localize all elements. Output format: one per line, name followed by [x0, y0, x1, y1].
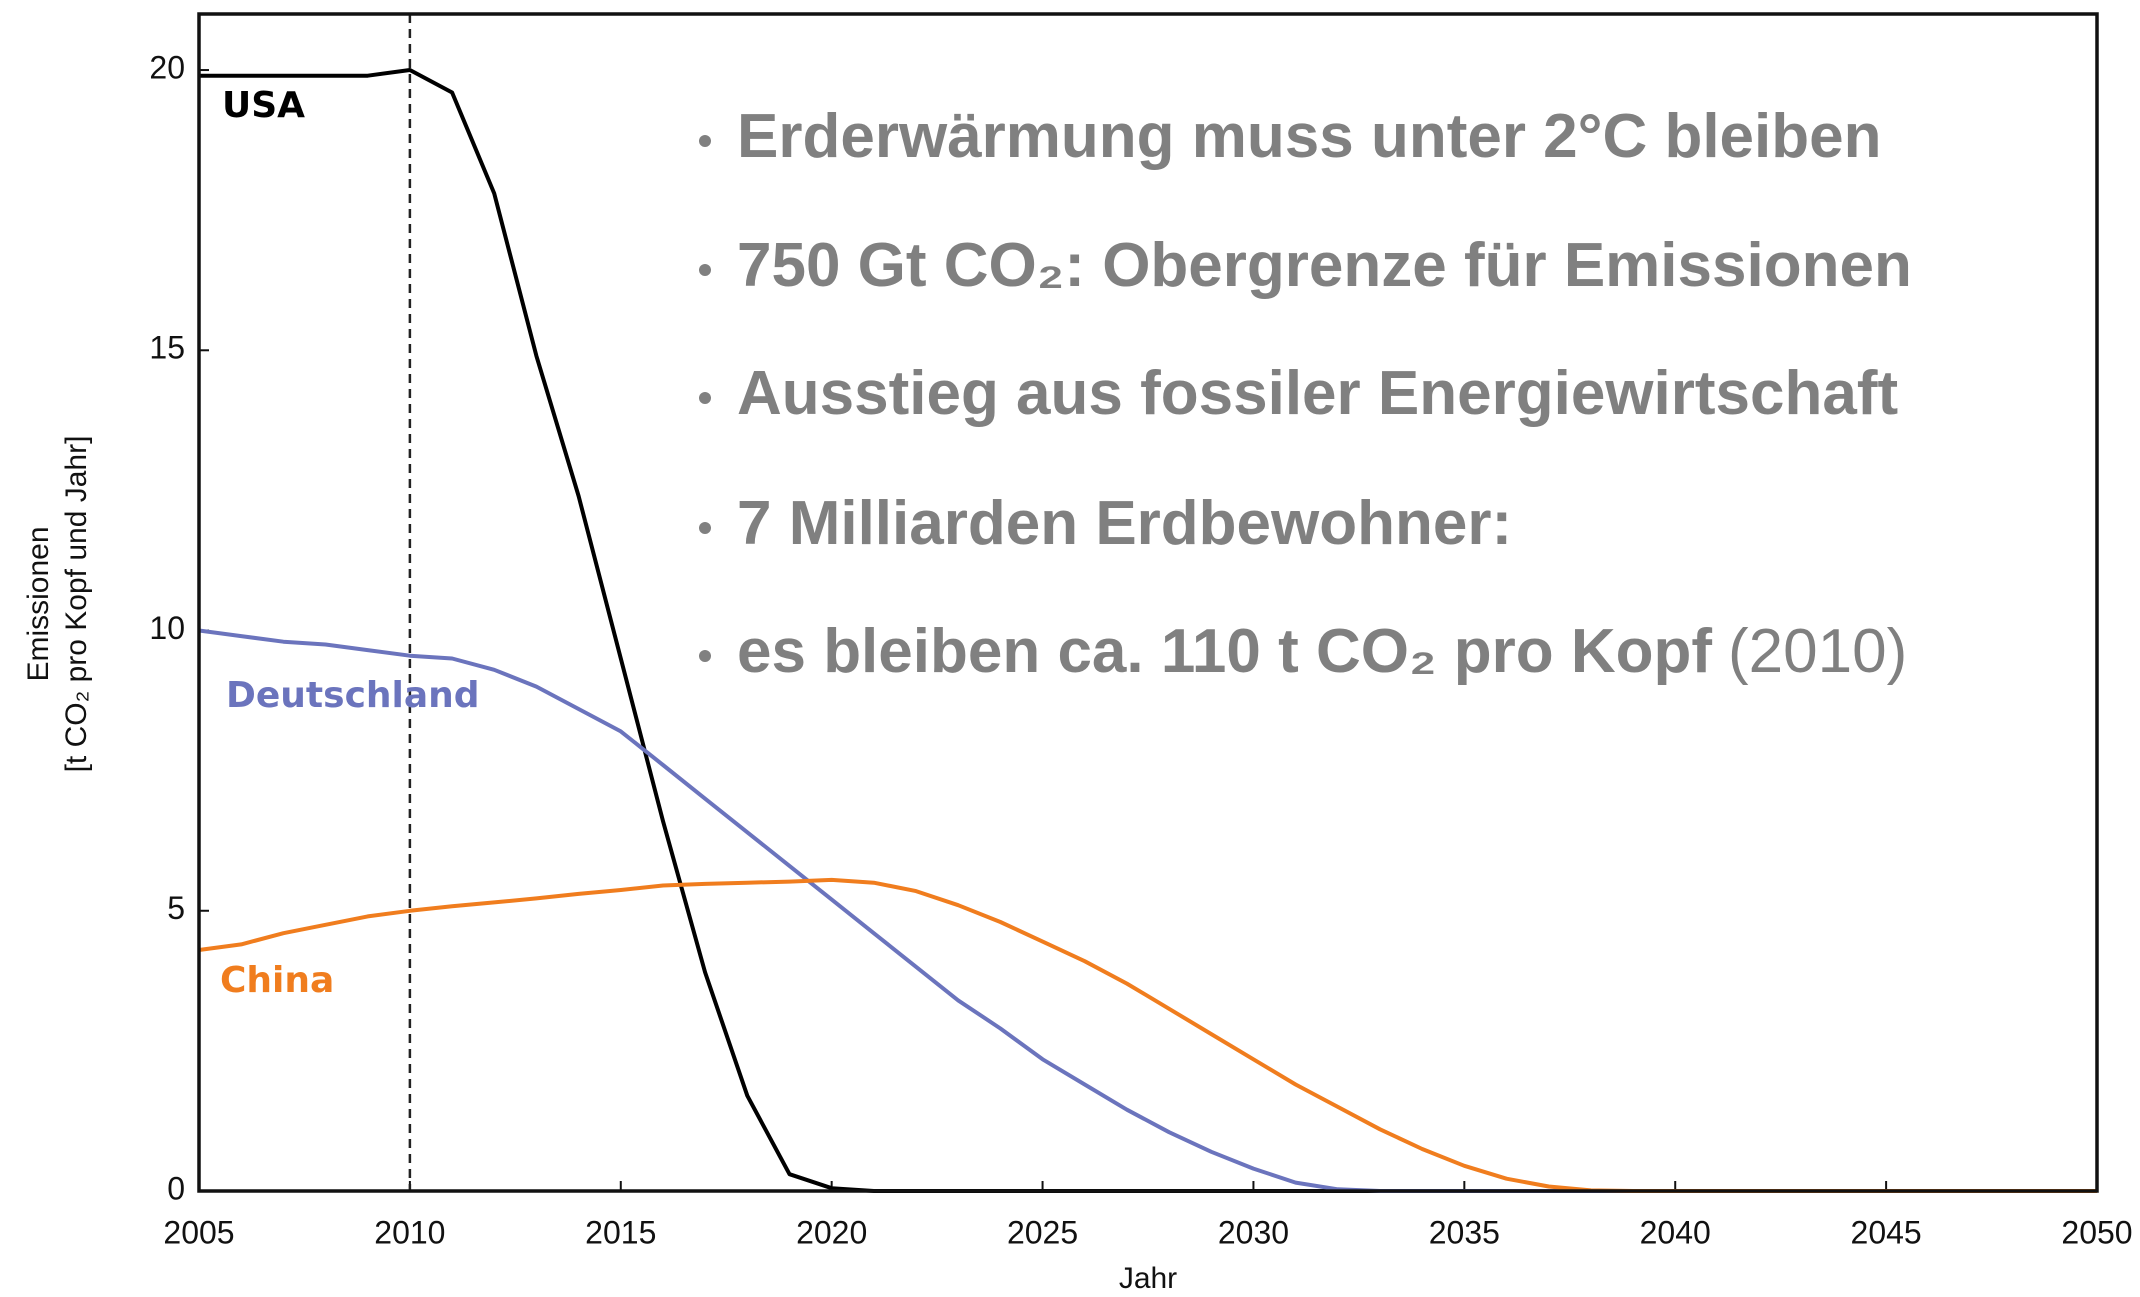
plot-frame: [197, 12, 2099, 1193]
annotation-text: es bleiben ca. 110 t CO₂ pro Kopf: [737, 617, 1712, 686]
x-tick-label: 2025: [1007, 1214, 1078, 1250]
y-tick-label: 15: [149, 330, 185, 366]
annotation: Ausstieg aus fossiler Energiewirtschaft: [737, 359, 1898, 428]
x-tick-label: 2010: [374, 1214, 445, 1250]
series-line: [198, 877, 2097, 1193]
x-tick-label: 2015: [585, 1214, 656, 1250]
y-tick-label: 0: [167, 1170, 185, 1206]
bullet: [699, 264, 711, 276]
bullet: [699, 522, 711, 534]
y-axis-label: Emissionen: [22, 526, 55, 681]
series-label: China: [220, 960, 334, 1001]
annotation: Erderwärmung muss unter 2°C bleiben: [737, 102, 1882, 171]
annotation-text: Erderwärmung muss unter 2°C bleiben: [737, 102, 1882, 171]
y-axis-label: [t CO₂ pro Kopf und Jahr]: [60, 436, 93, 773]
x-tick-label: 2045: [1851, 1214, 1922, 1250]
series-label: Deutschland: [226, 675, 480, 716]
annotation-text: 7 Milliarden Erdbewohner:: [737, 489, 1512, 558]
x-tick-label: 2005: [163, 1214, 234, 1250]
y-tick-label: 5: [167, 890, 185, 926]
annotation: es bleiben ca. 110 t CO₂ pro Kopf (2010): [737, 617, 1907, 686]
x-tick-label: 2020: [796, 1214, 867, 1250]
annotation: 750 Gt CO₂: Obergrenze für Emissionen: [737, 231, 1912, 300]
series-label: USA: [222, 85, 305, 126]
x-tick-label: 2035: [1429, 1214, 1500, 1250]
series-line: [198, 628, 2097, 1193]
y-tick-label: 10: [149, 610, 185, 646]
x-tick-label: 2050: [2061, 1214, 2132, 1250]
annotation-text: Ausstieg aus fossiler Energiewirtschaft: [737, 359, 1898, 428]
x-tick-label: 2040: [1640, 1214, 1711, 1250]
bullet: [699, 392, 711, 404]
annotation-note: (2010): [1728, 617, 1907, 686]
annotation: 7 Milliarden Erdbewohner:: [737, 489, 1512, 558]
bullet: [699, 650, 711, 662]
x-axis-label: Jahr: [1119, 1262, 1177, 1295]
y-tick-label: 20: [149, 50, 185, 86]
bullet: [699, 135, 711, 147]
annotation-text: 750 Gt CO₂: Obergrenze für Emissionen: [737, 231, 1912, 300]
x-tick-label: 2030: [1218, 1214, 1289, 1250]
